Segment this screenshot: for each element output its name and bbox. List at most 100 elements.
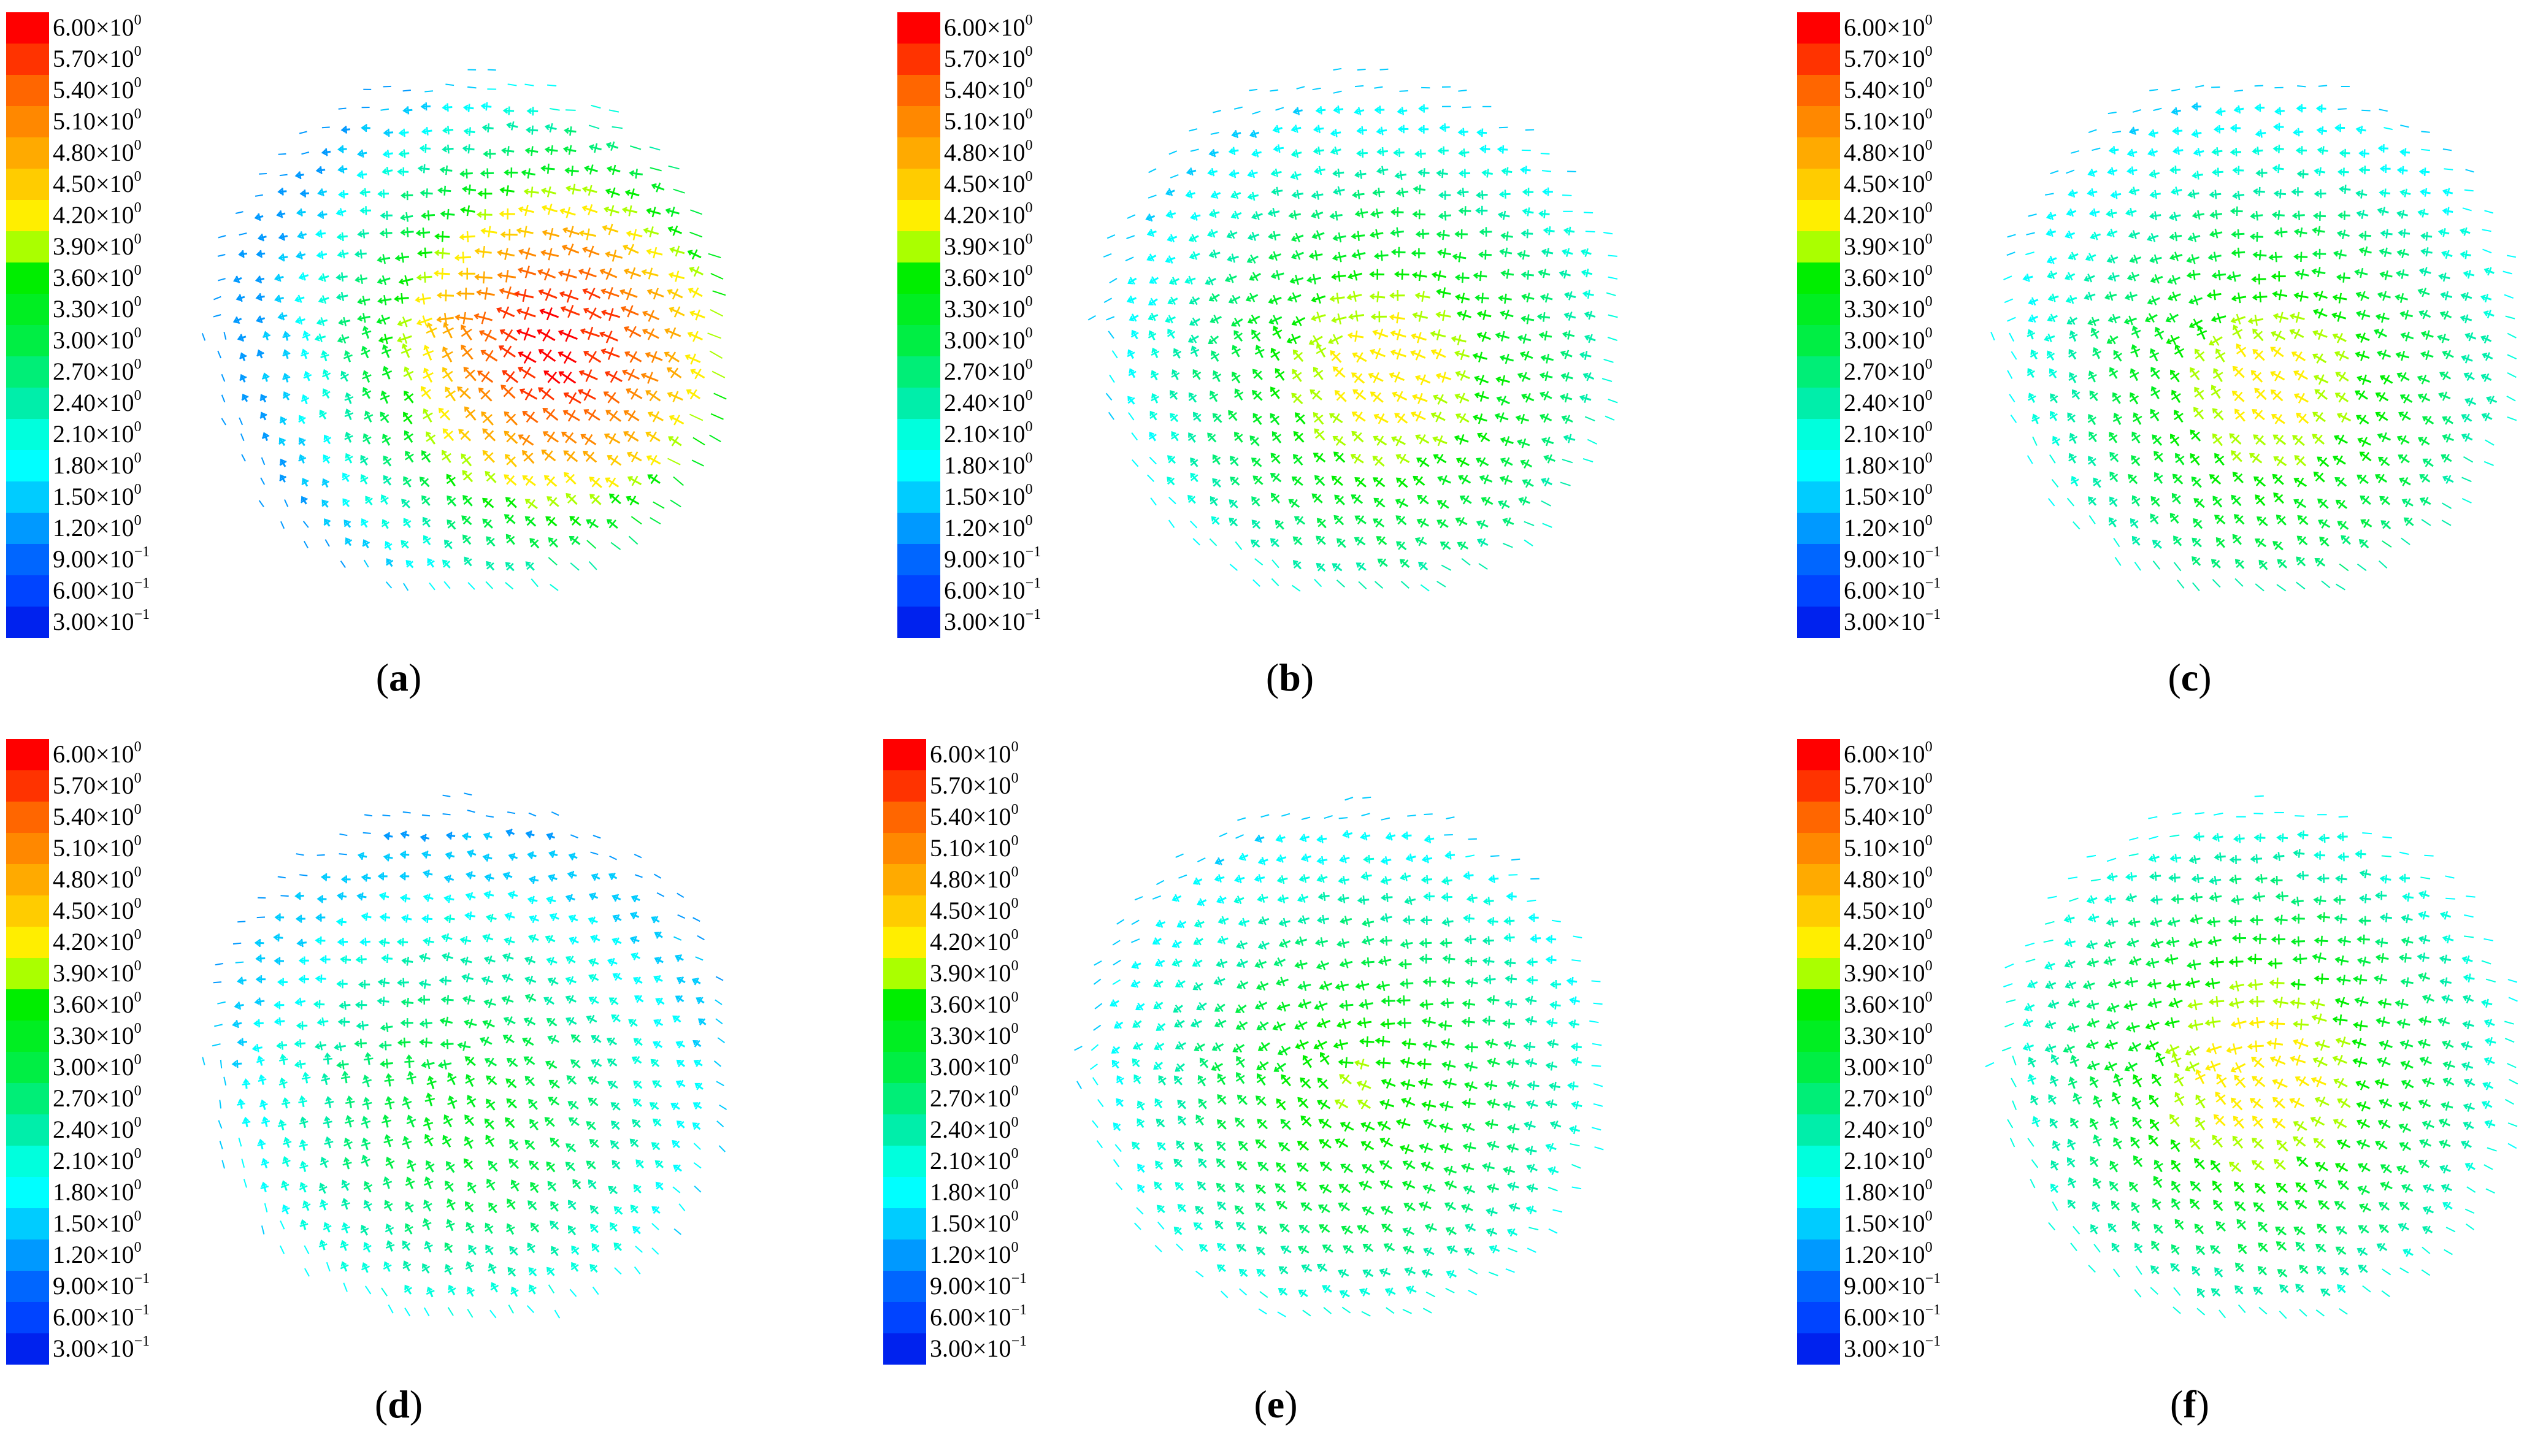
vector-cross-tick [1191,234,1197,243]
vector-cross-tick [361,350,370,356]
velocity-vector [2112,131,2122,134]
vector-cross-tick [2425,416,2432,425]
vector-cross-tick [2274,370,2282,381]
vector-arrowhead [2186,257,2192,263]
vector-arrowhead [237,335,243,342]
vector-cross-tick [1525,393,1531,403]
vector-arrowhead [2273,456,2279,462]
vector-cross-tick [2089,393,2098,400]
velocity-vector-field [1087,67,1618,592]
vector-arrowhead [296,209,302,216]
velocity-vector [2507,372,2517,378]
vector-cross-tick [236,275,240,283]
panel-b: 6.00×100 5.70×100 5.40×100 5.10×100 4.80×100… [897,12,1695,705]
vector-arrowhead [1334,390,1340,396]
vector-arrowhead [600,309,607,316]
vector-cross-tick [2069,208,2074,217]
velocity-vector [690,209,702,215]
legend-swatch [897,137,940,169]
velocity-vector [1149,456,1157,465]
vector-arrowhead [302,330,309,336]
velocity-vector [1190,148,1199,152]
vector-cross-tick [1375,518,1383,528]
legend-entry: 2.70×100 [1797,356,2042,388]
vector-arrowhead [518,434,524,440]
legend-swatch [1797,200,1840,231]
vector-cross-tick [442,370,453,379]
vector-cross-tick [2317,389,2326,400]
vector-arrowhead [381,955,387,962]
vector-arrowhead [1149,278,1155,284]
vector-arrowhead [653,1019,659,1025]
vector-arrowhead [2197,325,2203,331]
vector-arrowhead [1541,478,1547,484]
vector-cross-tick [1441,371,1446,383]
vector-arrowhead [441,934,447,941]
vector-arrowhead [2131,455,2136,461]
vector-arrowhead [464,1019,470,1026]
vector-cross-tick [2190,370,2200,378]
vector-arrowhead [504,411,510,417]
vector-cross-tick [1399,453,1406,464]
vector-cross-tick [1313,335,1320,346]
vector-cross-tick [608,433,616,445]
vector-arrowhead [480,170,486,177]
vector-arrowhead [2172,128,2177,134]
vector-arrowhead [262,432,269,438]
vector-cross-tick [568,956,574,964]
vector-arrowhead [1438,192,1444,199]
vector-cross-tick [547,371,557,383]
vector-cross-tick [425,850,429,859]
legend-swatch [897,169,940,200]
velocity-vector [255,194,263,197]
vector-cross-tick [1170,392,1178,399]
vector-arrowhead [2442,188,2448,195]
legend-entry: 2.10×100 [897,419,1143,450]
legend-label: 4.80×100 [1844,137,1933,166]
vector-arrowhead [612,894,618,900]
vector-cross-tick [2364,166,2366,175]
vector-cross-tick [2219,125,2221,134]
vector-arrowhead [1459,495,1465,501]
vector-arrowhead [538,387,543,393]
vector-cross-tick [404,393,414,401]
vector-arrowhead [1190,472,1195,478]
vector-arrowhead [500,385,506,390]
vector-cross-tick [2361,374,2367,385]
vector-cross-tick [1479,391,1484,402]
vector-cross-tick [256,1044,259,1052]
vector-arrowhead [2357,375,2363,382]
vector-cross-tick [551,873,556,882]
vector-cross-tick [1314,250,1318,261]
velocity-vector [364,814,373,817]
vector-arrowhead [2113,350,2119,356]
vector-arrowhead [2420,248,2426,255]
vector-cross-tick [1316,230,1321,240]
vector-cross-tick [608,308,614,321]
vector-cross-tick [633,935,637,944]
vector-cross-tick [485,102,488,111]
vector-arrowhead [1563,312,1570,319]
vector-arrowhead [2258,559,2264,565]
vector-cross-tick [532,875,536,884]
vector-cross-tick [1442,287,1446,298]
vector-arrowhead [1497,212,1503,218]
vector-arrowhead [2131,431,2137,437]
legend-label: 3.60×100 [1844,262,1933,291]
vector-arrowhead [2232,534,2238,540]
vector-arrowhead [1347,332,1353,339]
vector-cross-tick [1442,229,1445,240]
vector-cross-tick [401,252,404,263]
vector-arrowhead [2358,538,2364,545]
vector-arrowhead [2396,435,2403,442]
legend-swatch [6,200,49,231]
vector-cross-tick [583,388,591,401]
vector-arrowhead [1186,169,1192,175]
velocity-vector [1254,558,1264,565]
vector-cross-tick [2150,232,2156,242]
vector-arrowhead [1495,376,1501,383]
vector-arrowhead [1230,193,1237,199]
vector-arrowhead [516,308,522,315]
vector-cross-tick [1461,475,1468,485]
vector-arrowhead [2296,105,2301,112]
